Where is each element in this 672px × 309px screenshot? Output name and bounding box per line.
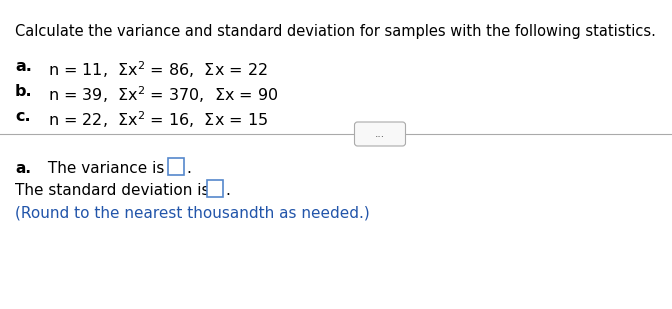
- Text: c.: c.: [15, 109, 31, 124]
- Text: .: .: [186, 161, 191, 176]
- Bar: [168, 158, 184, 175]
- Text: a.: a.: [15, 161, 31, 176]
- Text: n = 11,  $\Sigma$x$^{2}$ = 86,  $\Sigma$x = 22: n = 11, $\Sigma$x$^{2}$ = 86, $\Sigma$x …: [43, 59, 267, 80]
- FancyBboxPatch shape: [355, 122, 405, 146]
- Text: Calculate the variance and standard deviation for samples with the following sta: Calculate the variance and standard devi…: [15, 24, 656, 39]
- Text: .: .: [225, 183, 230, 198]
- Text: The standard deviation is: The standard deviation is: [15, 183, 214, 198]
- Text: n = 22,  $\Sigma$x$^{2}$ = 16,  $\Sigma$x = 15: n = 22, $\Sigma$x$^{2}$ = 16, $\Sigma$x …: [43, 109, 268, 130]
- Text: The variance is: The variance is: [43, 161, 169, 176]
- Text: (Round to the nearest thousandth as needed.): (Round to the nearest thousandth as need…: [15, 205, 370, 220]
- Text: b.: b.: [15, 84, 33, 99]
- Text: a.: a.: [15, 59, 32, 74]
- Text: n = 39,  $\Sigma$x$^{2}$ = 370,  $\Sigma$x = 90: n = 39, $\Sigma$x$^{2}$ = 370, $\Sigma$x…: [43, 84, 278, 105]
- Bar: [207, 180, 223, 197]
- Text: ...: ...: [375, 129, 385, 139]
